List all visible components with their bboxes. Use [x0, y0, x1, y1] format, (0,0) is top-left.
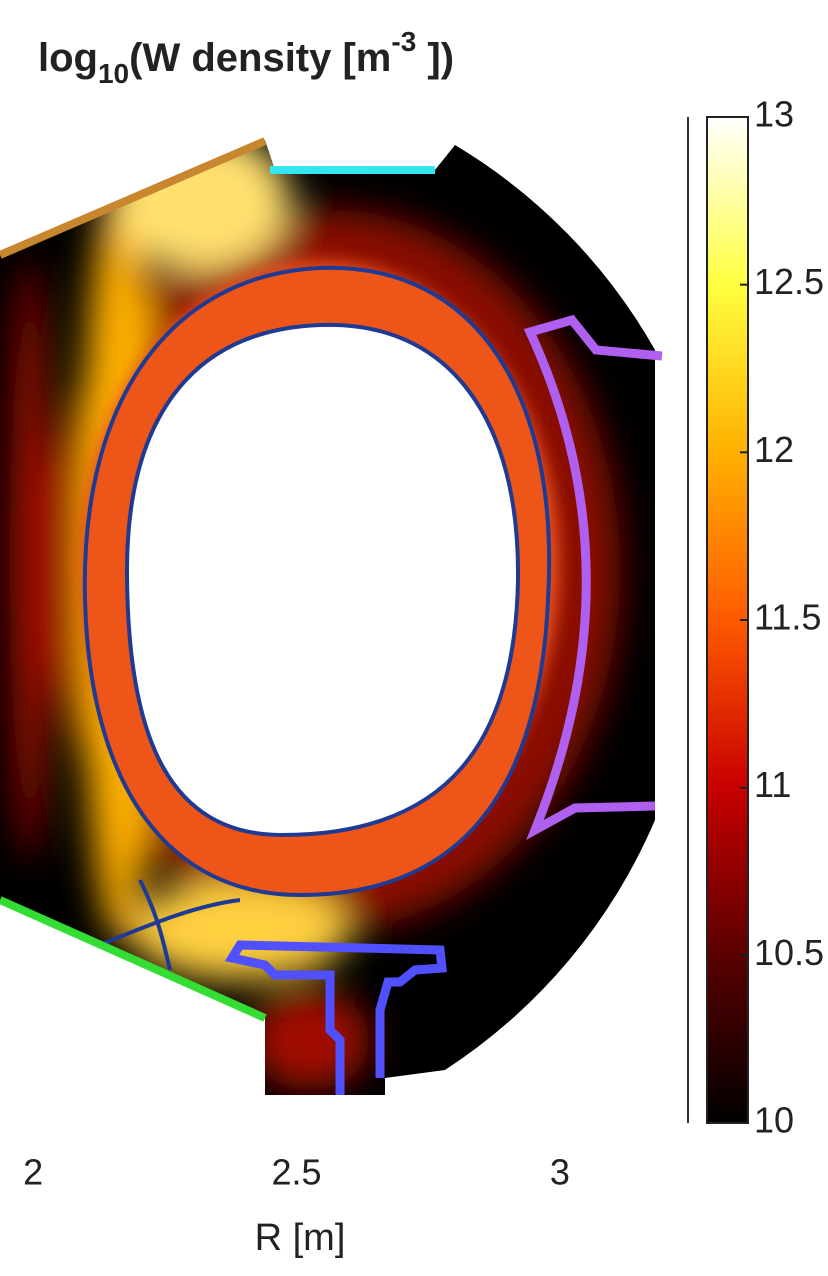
colorbar-tick-label: 11.5 — [754, 597, 821, 638]
colorbar-tick-label: 12.5 — [754, 261, 824, 302]
x-axis-label: R [m] — [255, 1217, 346, 1259]
colorbar-tick-label: 11 — [754, 764, 791, 805]
colorbar-tick-label: 10.5 — [754, 932, 824, 973]
core-boundary — [124, 322, 521, 838]
title-sub: 10 — [98, 58, 129, 89]
chart-title: log10(W density [m-3 ]) — [38, 26, 454, 89]
x-point-legs — [99, 879, 241, 971]
wall-segment — [0, 896, 267, 1022]
colorbar-tick-label: 12 — [754, 429, 794, 470]
wall-segment — [0, 137, 267, 259]
title-part: ]) — [416, 36, 454, 80]
colorbar-tick-label: 13 — [754, 94, 794, 135]
limiter — [523, 314, 663, 841]
x-tick-label: 3 — [550, 1152, 570, 1193]
title-part: (W density [m — [129, 36, 391, 80]
divertor — [224, 940, 447, 1095]
x-tick-label: 2 — [23, 1152, 43, 1193]
x-tick-label: 2.5 — [272, 1152, 322, 1193]
title-sup: -3 — [391, 26, 416, 57]
colorbar-tick-label: 10 — [754, 1100, 794, 1141]
title-part: log — [38, 36, 98, 80]
